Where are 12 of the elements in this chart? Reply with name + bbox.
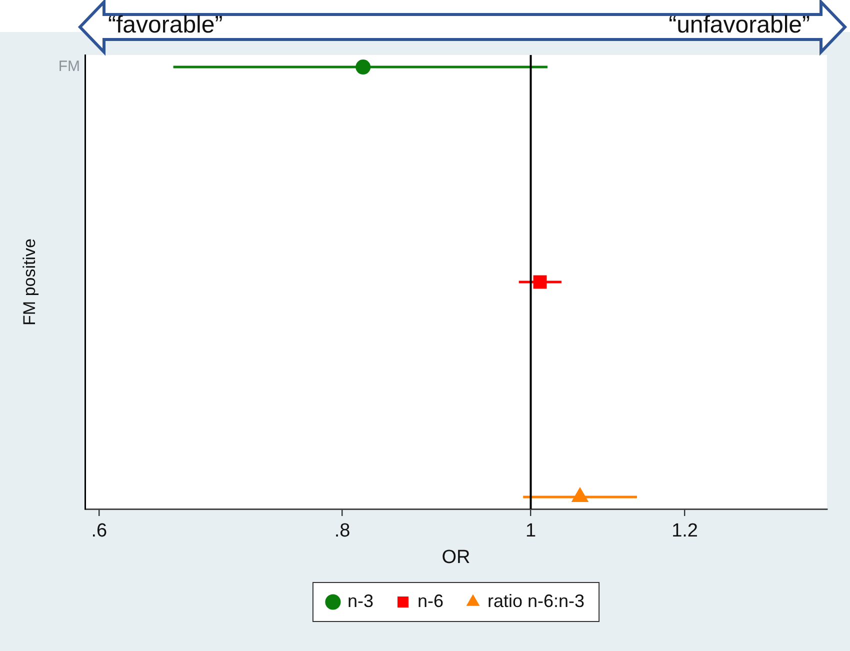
text: “favorable” — [108, 12, 223, 39]
y-tick-label: FM — [58, 58, 80, 76]
x-tick-label: 1 — [525, 520, 536, 542]
x-axis-title: OR — [442, 546, 470, 568]
legend-label: n-3 — [347, 590, 374, 611]
x-tick-label: .6 — [91, 520, 108, 542]
legend-label: ratio n-6:n-3 — [487, 590, 585, 611]
y-axis-title: FM positive — [20, 238, 39, 326]
x-tick-label: 1.2 — [672, 520, 698, 542]
legend-label: n-6 — [417, 590, 444, 611]
text: “unfavorable” — [668, 12, 810, 39]
x-tick-label: .8 — [334, 520, 350, 542]
